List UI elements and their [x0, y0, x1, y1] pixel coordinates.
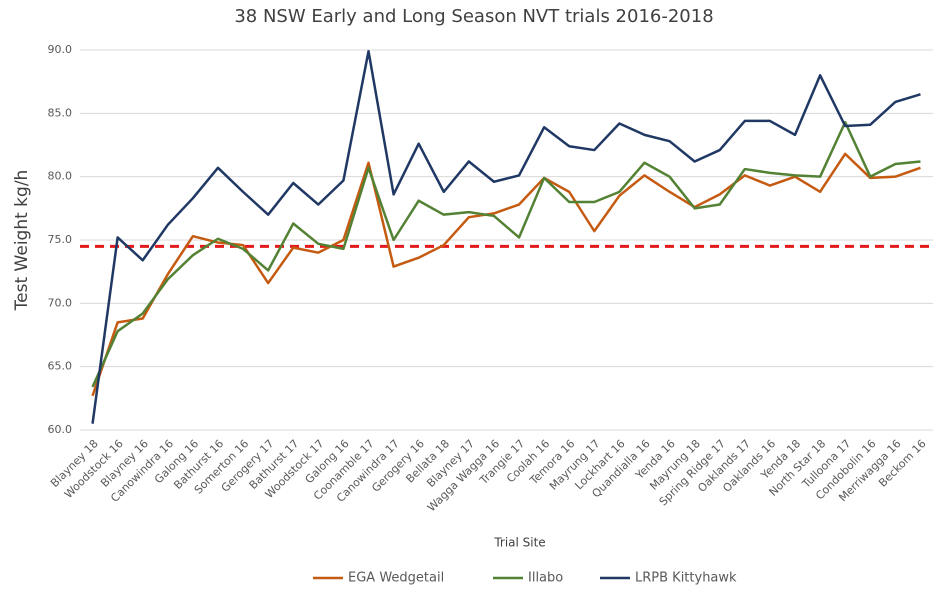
y-tick-label: 75.0 [48, 233, 73, 246]
y-tick-label: 70.0 [48, 296, 73, 309]
series-line [91, 50, 921, 424]
legend-label: Illabo [528, 571, 563, 586]
legend-label: LRPB Kittyhawk [635, 571, 737, 586]
y-tick-label: 65.0 [48, 360, 73, 373]
y-tick-label: 80.0 [48, 170, 73, 183]
series-line [91, 120, 921, 388]
chart-title: 38 NSW Early and Long Season NVT trials … [234, 6, 713, 27]
y-tick-label: 60.0 [48, 423, 73, 436]
y-axis-title: Test Weight kg/h [12, 170, 32, 312]
y-tick-label: 85.0 [48, 106, 73, 119]
legend-label: EGA Wedgetail [348, 571, 444, 586]
series-line [91, 152, 921, 397]
y-tick-label: 90.0 [48, 43, 73, 56]
x-axis-title: Trial Site [493, 536, 545, 550]
